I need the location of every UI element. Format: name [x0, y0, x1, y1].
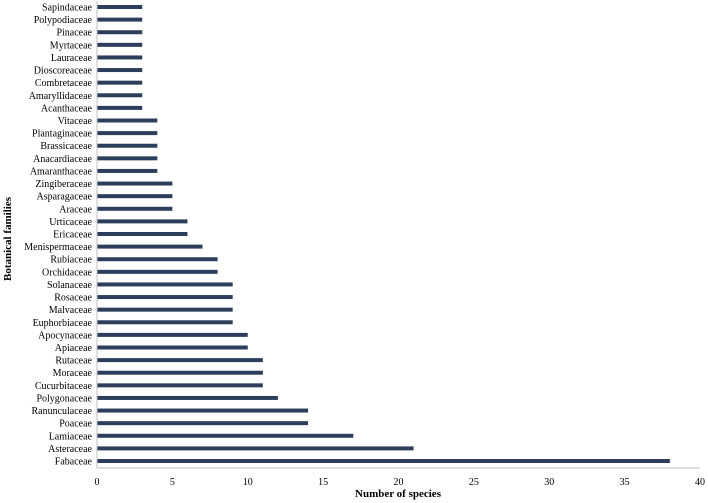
category-label-rutaceae: Rutaceae: [55, 356, 92, 367]
category-label-acanthaceae: Acanthaceae: [41, 103, 93, 114]
category-label-rosaceae: Rosaceae: [54, 293, 92, 304]
bar-poaceae: [97, 421, 309, 426]
bar-cucurbitaceae: [97, 383, 263, 388]
bar-lauraceae: [97, 55, 143, 60]
x-tick-label: 30: [544, 477, 554, 488]
bar-rosaceae: [97, 295, 233, 300]
category-label-asparagaceae: Asparagaceae: [36, 192, 92, 203]
bar-orchidaceae: [97, 269, 218, 274]
category-label-fabaceae: Fabaceae: [55, 457, 93, 468]
bar-amaranthaceae: [97, 168, 158, 173]
category-label-urticaceae: Urticaceae: [49, 217, 92, 228]
category-label-apocynaceae: Apocynaceae: [38, 330, 92, 341]
category-label-sapindaceae: Sapindaceae: [42, 3, 93, 14]
x-tick-label: 15: [318, 477, 328, 488]
bar-araceae: [97, 206, 173, 211]
category-label-dioscoreaceae: Dioscoreaceae: [34, 66, 93, 77]
category-label-pinaceae: Pinaceae: [56, 28, 92, 39]
bar-plantaginaceae: [97, 131, 158, 136]
category-label-myrtaceae: Myrtaceae: [50, 40, 93, 51]
x-tick-label: 35: [620, 477, 630, 488]
category-label-polygonaceae: Polygonaceae: [36, 393, 92, 404]
category-label-euphorbiaceae: Euphorbiaceae: [33, 318, 93, 329]
bar-zingiberaceae: [97, 181, 173, 186]
category-label-asteraceae: Asteraceae: [48, 444, 92, 455]
x-tick-label: 5: [170, 477, 175, 488]
bar-brassicaceae: [97, 143, 158, 148]
category-label-vitaceae: Vitaceae: [58, 116, 93, 127]
bar-lamiaceae: [97, 433, 354, 438]
y-axis-title: Botanical families: [2, 196, 14, 281]
x-tick-label: 20: [394, 477, 404, 488]
x-tick-label: 25: [469, 477, 479, 488]
bar-menispermaceae: [97, 244, 203, 249]
bar-polygonaceae: [97, 395, 278, 400]
bar-acanthaceae: [97, 105, 143, 110]
category-label-araceae: Araceae: [59, 204, 92, 215]
bar-anacardiaceae: [97, 156, 158, 161]
x-tick-label: 40: [695, 477, 705, 488]
bar-fabaceae: [97, 459, 670, 463]
bars-group: [97, 5, 670, 463]
category-label-polypodiaceae: Polypodiaceae: [34, 15, 93, 26]
bar-asteraceae: [97, 446, 414, 451]
bar-ranunculaceae: [97, 408, 309, 413]
bar-solanaceae: [97, 282, 233, 287]
bar-moraceae: [97, 370, 263, 375]
bar-malvaceae: [97, 307, 233, 312]
category-label-rubiaceae: Rubiaceae: [50, 255, 92, 266]
bar-polypodiaceae: [97, 17, 143, 22]
category-label-amaranthaceae: Amaranthaceae: [30, 166, 93, 177]
category-label-plantaginaceae: Plantaginaceae: [32, 129, 93, 140]
category-label-apiaceae: Apiaceae: [55, 343, 93, 354]
category-label-cucurbitaceae: Cucurbitaceae: [35, 381, 93, 392]
bar-pinaceae: [97, 30, 143, 35]
bar-vitaceae: [97, 118, 158, 123]
category-label-zingiberaceae: Zingiberaceae: [35, 179, 92, 190]
bar-apiaceae: [97, 345, 248, 350]
bar-dioscoreaceae: [97, 68, 143, 73]
category-label-moraceae: Moraceae: [53, 368, 93, 379]
category-label-orchidaceae: Orchidaceae: [42, 267, 93, 278]
category-label-combretaceae: Combretaceae: [35, 78, 93, 89]
bar-ericaceae: [97, 232, 188, 236]
category-label-ericaceae: Ericaceae: [53, 230, 92, 241]
bar-asparagaceae: [97, 194, 173, 199]
category-label-poaceae: Poaceae: [59, 419, 92, 430]
bar-sapindaceae: [97, 5, 143, 9]
category-label-menispermaceae: Menispermaceae: [24, 242, 92, 253]
bar-myrtaceae: [97, 42, 143, 47]
category-label-lamiaceae: Lamiaceae: [49, 431, 93, 442]
category-label-lauraceae: Lauraceae: [51, 53, 93, 64]
x-tick-label: 0: [95, 477, 100, 488]
x-tick-label: 10: [243, 477, 253, 488]
category-label-brassicaceae: Brassicaceae: [40, 141, 92, 152]
category-label-ranunculaceae: Ranunculaceae: [31, 406, 92, 417]
bar-apocynaceae: [97, 332, 248, 337]
category-label-malvaceae: Malvaceae: [49, 305, 93, 316]
bar-rutaceae: [97, 358, 263, 363]
bar-amaryllidaceae: [97, 93, 143, 98]
y-axis-title-text: Botanical families: [2, 196, 14, 281]
bar-combretaceae: [97, 80, 143, 85]
category-label-solanaceae: Solanaceae: [47, 280, 93, 291]
bar-euphorbiaceae: [97, 320, 233, 325]
category-label-anacardiaceae: Anacardiaceae: [33, 154, 92, 165]
bar-rubiaceae: [97, 257, 218, 262]
bar-urticaceae: [97, 219, 188, 224]
x-axis-title: Number of species: [355, 488, 442, 500]
category-label-amaryllidaceae: Amaryllidaceae: [29, 91, 93, 102]
x-tick-labels: 0 5 10 15 20 25 30 35 40: [95, 477, 706, 488]
